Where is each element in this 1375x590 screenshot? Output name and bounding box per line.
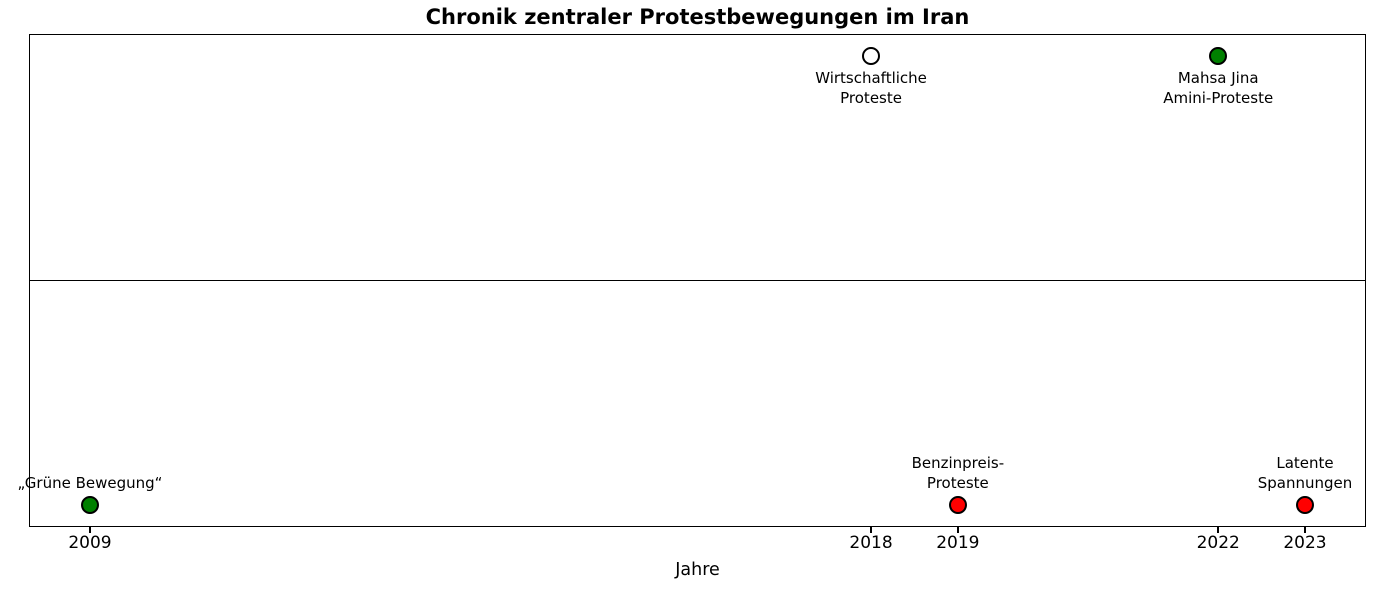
event-label-line: Amini-Proteste (1163, 88, 1274, 107)
event-label-2019: Benzinpreis- Proteste (798, 454, 1118, 493)
x-tick-mark-2022 (1217, 527, 1219, 533)
event-marker-2018 (862, 47, 881, 65)
x-tick-label-2009: 2009 (68, 533, 112, 553)
x-tick-label-2018: 2018 (849, 533, 893, 553)
x-tick-mark-2018 (870, 527, 872, 533)
event-label-line: Benzinpreis- (911, 454, 1005, 472)
event-label-2023: Latente Spannungen (1145, 454, 1375, 493)
event-label-line: Wirtschaftliche (815, 69, 927, 87)
x-tick-mark-2023 (1304, 527, 1306, 533)
event-label-line: Mahsa Jina (1177, 69, 1259, 87)
event-marker-2009 (81, 496, 99, 514)
event-label-line: Latente (1276, 454, 1334, 472)
event-label-line: Proteste (926, 473, 989, 492)
event-label-line: Proteste (840, 88, 902, 107)
x-tick-mark-2009 (89, 527, 91, 533)
event-label-line: Spannungen (1257, 473, 1353, 492)
event-label-2022: Mahsa Jina Amini-Proteste (1058, 69, 1375, 108)
x-tick-mark-2019 (957, 527, 959, 533)
event-label-2009: „Grüne Bewegung“ (0, 474, 250, 494)
timeline-baseline (29, 280, 1366, 281)
event-marker-2022 (1209, 47, 1228, 65)
x-tick-label-2023: 2023 (1283, 533, 1327, 553)
event-marker-2019 (948, 496, 967, 514)
x-axis-label: Jahre (675, 560, 720, 580)
x-tick-label-2022: 2022 (1196, 533, 1240, 553)
chart-title: Chronik zentraler Protestbewegungen im I… (425, 5, 970, 29)
x-tick-label-2019: 2019 (936, 533, 980, 553)
event-label-2018: Wirtschaftliche Proteste (711, 69, 1031, 108)
event-marker-2023 (1295, 496, 1314, 514)
event-label-line: „Grüne Bewegung“ (17, 473, 163, 492)
